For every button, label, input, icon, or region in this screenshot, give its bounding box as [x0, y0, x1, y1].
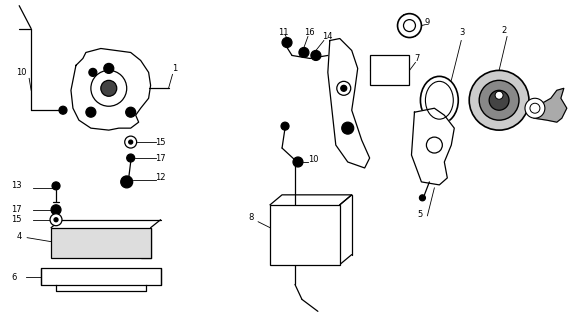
Text: 10: 10	[16, 68, 27, 77]
Circle shape	[311, 51, 321, 60]
Circle shape	[59, 106, 67, 114]
Circle shape	[525, 98, 545, 118]
Text: 17: 17	[155, 154, 166, 163]
Text: 13: 13	[11, 181, 22, 190]
Polygon shape	[411, 108, 454, 185]
Circle shape	[54, 218, 58, 222]
Text: 10: 10	[308, 156, 318, 164]
Text: 17: 17	[11, 205, 22, 214]
Polygon shape	[71, 49, 151, 130]
Text: 2: 2	[501, 26, 506, 35]
Circle shape	[129, 140, 133, 144]
Polygon shape	[328, 38, 369, 168]
Bar	[51, 228, 151, 258]
Text: 7: 7	[415, 54, 420, 63]
Text: 15: 15	[11, 215, 21, 224]
Circle shape	[342, 122, 354, 134]
Bar	[41, 268, 161, 285]
Circle shape	[479, 80, 519, 120]
Circle shape	[404, 20, 415, 32]
Text: 12: 12	[155, 173, 166, 182]
Circle shape	[51, 205, 61, 215]
Circle shape	[121, 176, 133, 188]
Bar	[369, 55, 409, 85]
Circle shape	[495, 91, 503, 99]
Circle shape	[101, 80, 117, 96]
Circle shape	[299, 47, 309, 58]
Circle shape	[489, 90, 509, 110]
Text: 4: 4	[16, 232, 21, 241]
Ellipse shape	[425, 81, 454, 119]
Text: 1: 1	[172, 64, 177, 73]
Text: 16: 16	[304, 28, 314, 37]
Text: 3: 3	[459, 28, 465, 37]
Text: 9: 9	[425, 18, 430, 27]
Circle shape	[91, 70, 126, 106]
Circle shape	[397, 14, 422, 37]
Circle shape	[530, 103, 540, 113]
Circle shape	[281, 122, 289, 130]
Circle shape	[125, 136, 137, 148]
Text: 5: 5	[418, 210, 423, 219]
Circle shape	[50, 214, 62, 226]
Polygon shape	[529, 88, 567, 122]
Circle shape	[293, 157, 303, 167]
Bar	[270, 205, 340, 265]
Circle shape	[337, 81, 351, 95]
Text: 8: 8	[248, 213, 253, 222]
Circle shape	[86, 107, 96, 117]
Circle shape	[104, 63, 114, 73]
Circle shape	[89, 68, 97, 76]
Text: 14: 14	[322, 32, 332, 41]
Circle shape	[426, 137, 443, 153]
Circle shape	[126, 154, 135, 162]
Circle shape	[52, 182, 60, 190]
Circle shape	[126, 107, 136, 117]
Text: 11: 11	[278, 28, 289, 37]
Circle shape	[469, 70, 529, 130]
Text: 6: 6	[11, 273, 17, 282]
Circle shape	[282, 37, 292, 47]
Ellipse shape	[420, 76, 458, 124]
Text: 15: 15	[155, 138, 166, 147]
Circle shape	[419, 195, 425, 201]
Circle shape	[341, 85, 347, 91]
